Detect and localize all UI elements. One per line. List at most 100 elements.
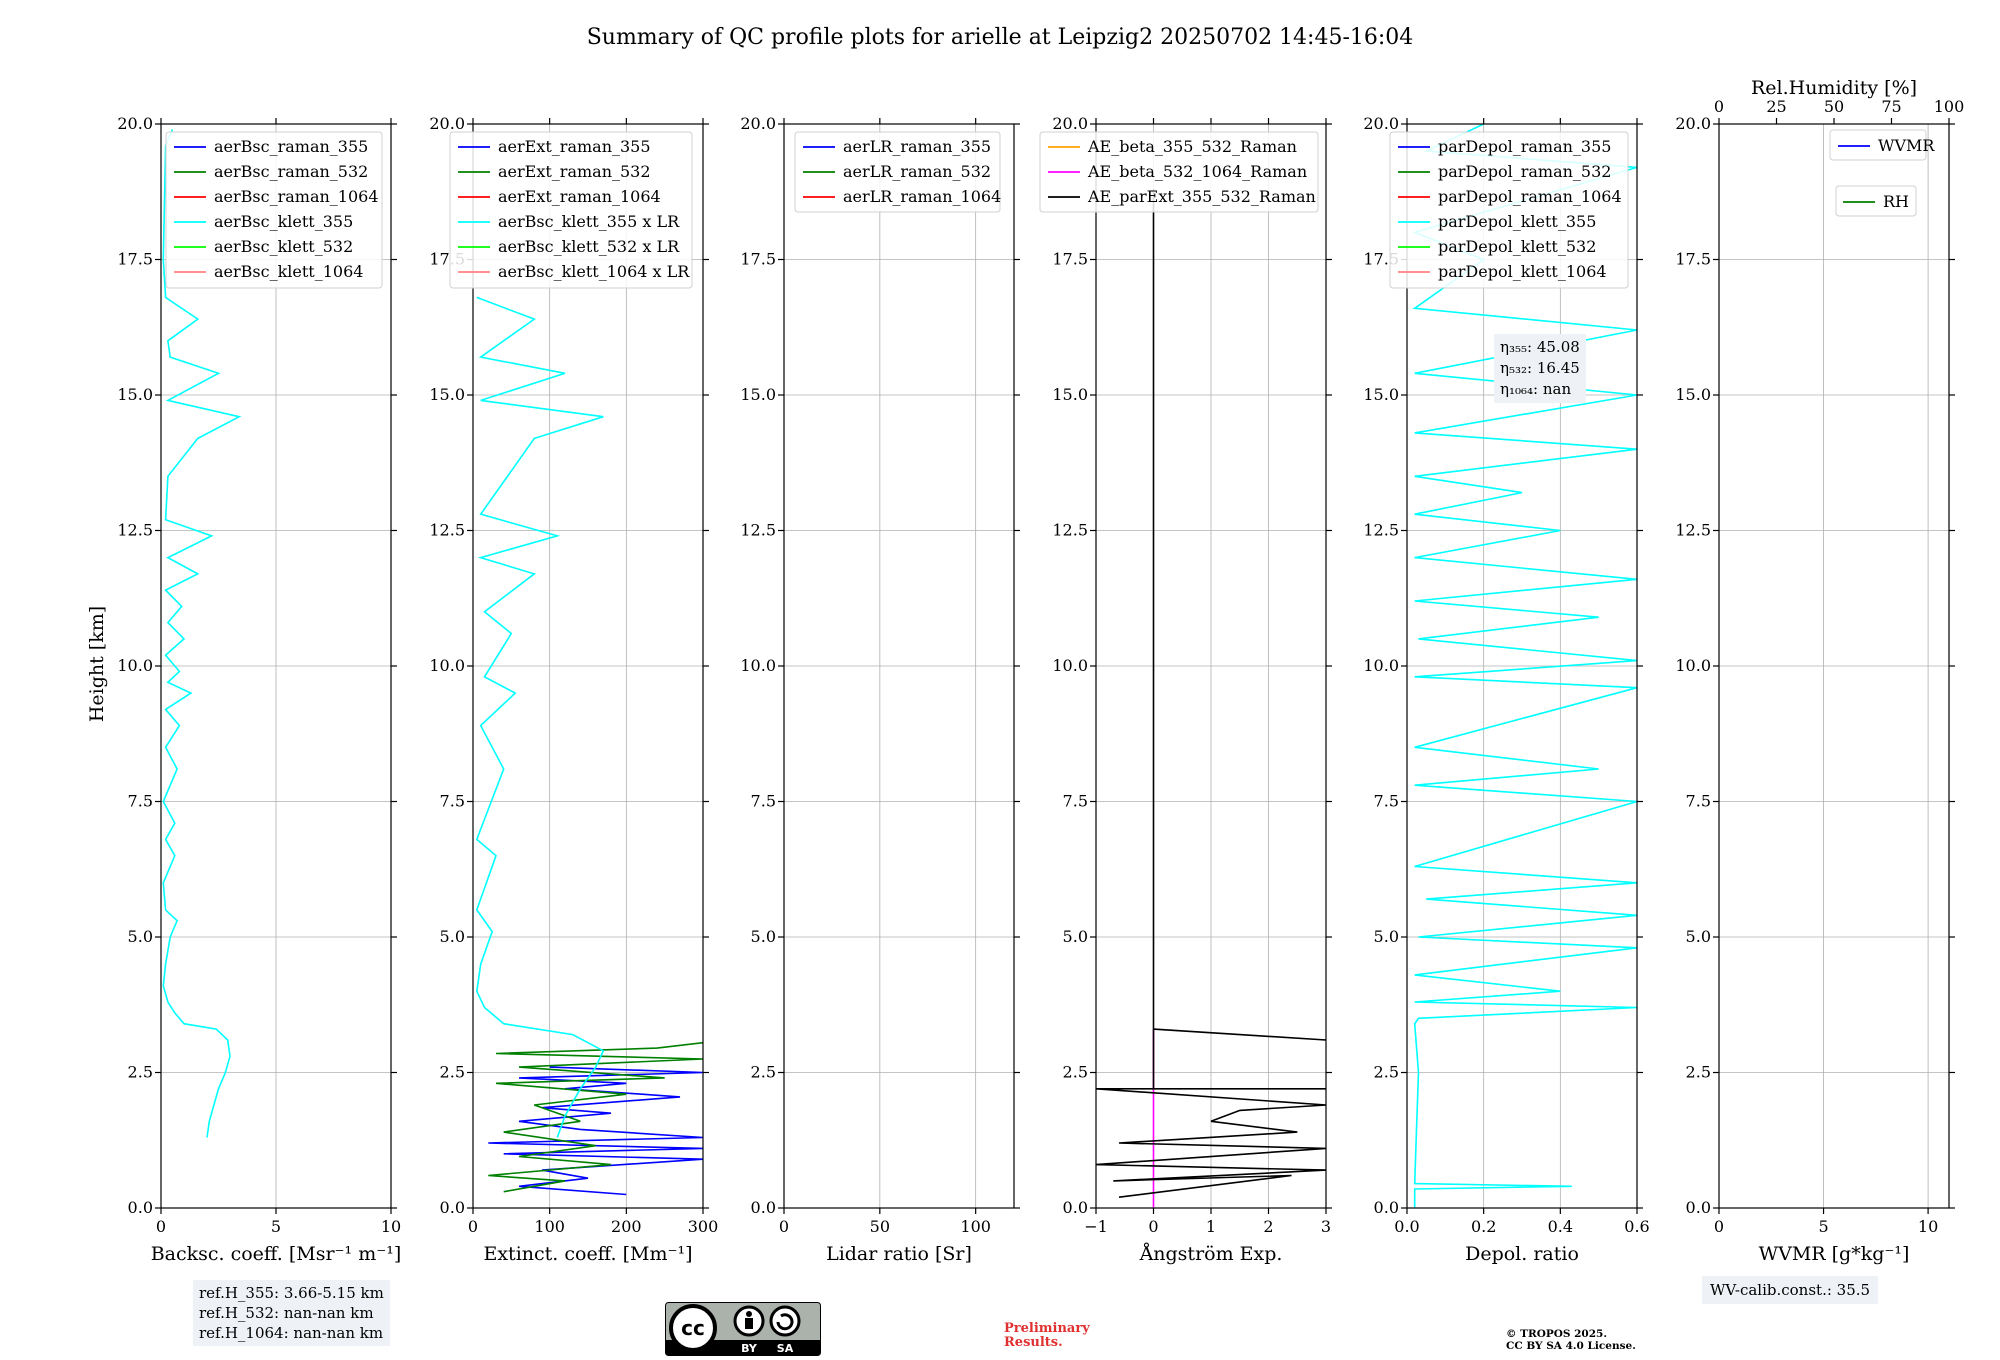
x-tick-label: 10: [381, 1217, 401, 1236]
legend-entry: aerBsc_raman_532: [214, 162, 368, 181]
cc-license-badge: cc BY SA: [665, 1302, 821, 1356]
legend-entry: parDepol_klett_532: [1438, 237, 1596, 256]
y-tick-label: 12.5: [1363, 521, 1399, 540]
ref-height-box: ref.H_355: 3.66-5.15 km ref.H_532: nan-n…: [193, 1280, 390, 1346]
y-tick-label: 5.0: [751, 927, 776, 946]
eta-1064: η₁₀₆₄: nan: [1500, 380, 1572, 398]
x-axis-label: Extinct. coeff. [Mm⁻¹]: [483, 1243, 692, 1265]
y-tick-label: 12.5: [1052, 521, 1088, 540]
y-tick-label: 20.0: [117, 114, 153, 133]
x-tick-label: 0: [1148, 1217, 1158, 1236]
legend-entry: aerBsc_klett_355: [214, 212, 353, 231]
eta-355: η₃₅₅: 45.08: [1500, 338, 1580, 356]
legend: parDepol_raman_355 parDepol_raman_532 parD…: [1389, 131, 1629, 289]
series-aerBsc_klett_355 x LR: [475, 296, 605, 1138]
legend-entry: aerBsc_raman_1064: [214, 187, 379, 206]
y-tick-label: 0.0: [128, 1198, 153, 1217]
preliminary-line-2: Results.: [1004, 1335, 1063, 1350]
y-tick-label: 20.0: [1675, 114, 1711, 133]
y-tick-label: 12.5: [117, 521, 153, 540]
x-tick-label: 50: [870, 1217, 890, 1236]
y-tick-label: 12.5: [740, 521, 776, 540]
legend-entry: parDepol_raman_1064: [1438, 187, 1622, 206]
series-aerExt_raman_532: [488, 1041, 704, 1193]
series-aerBsc_klett_355: [162, 129, 242, 1138]
y-tick-label: 7.5: [1374, 792, 1399, 811]
legend-entry: parDepol_klett_1064: [1438, 262, 1607, 281]
y-tick-label: 15.0: [1052, 385, 1088, 404]
x-tick-label: 300: [688, 1217, 719, 1236]
x-axis-label: WVMR [g*kg⁻¹]: [1759, 1243, 1910, 1265]
figure-title: Summary of QC profile plots for arielle …: [587, 25, 1414, 50]
y-tick-label: 0.0: [751, 1198, 776, 1217]
x-tick-label: 10: [1918, 1217, 1938, 1236]
y-tick-label: 17.5: [117, 250, 153, 269]
legend-entry: AE_beta_355_532_Raman: [1087, 137, 1297, 156]
y-tick-label: 20.0: [1052, 114, 1088, 133]
y-tick-label: 15.0: [117, 385, 153, 404]
y-tick-label: 10.0: [1363, 656, 1399, 675]
y-tick-label: 20.0: [429, 114, 465, 133]
legend-entry: aerBsc_klett_532 x LR: [498, 237, 680, 256]
x-tick-label: 100: [534, 1217, 565, 1236]
legend-entry: parDepol_klett_355: [1438, 212, 1596, 231]
preliminary-note: Preliminary Results.: [1004, 1322, 1090, 1350]
eta-box: η₃₅₅: 45.08 η₅₃₂: 16.45 η₁₀₆₄: nan: [1494, 334, 1586, 403]
y-tick-label: 15.0: [740, 385, 776, 404]
top-x-tick-label: 100: [1934, 97, 1965, 116]
legend-entry: AE_beta_532_1064_Raman: [1087, 162, 1307, 181]
legend-entry: aerBsc_klett_1064: [214, 262, 363, 281]
sa-label: SA: [777, 1342, 794, 1355]
legend-entry: WVMR: [1878, 136, 1935, 155]
legend-entry: aerLR_raman_1064: [843, 187, 1001, 206]
y-tick-label: 17.5: [1675, 250, 1711, 269]
y-tick-label: 7.5: [128, 792, 153, 811]
panels: 0.02.55.07.510.012.515.017.520.00 5 10Back…: [117, 77, 1964, 1265]
series-aerExt_raman_355: [488, 1066, 704, 1196]
y-tick-label: 2.5: [1063, 1063, 1088, 1082]
x-tick-label: 5: [271, 1217, 281, 1236]
y-tick-label: 10.0: [117, 656, 153, 675]
y-tick-label: 12.5: [1675, 521, 1711, 540]
y-tick-label: 17.5: [740, 250, 776, 269]
y-tick-label: 10.0: [1052, 656, 1088, 675]
legend-entry: aerBsc_raman_355: [214, 137, 368, 156]
y-tick-label: 5.0: [440, 927, 465, 946]
legend-entry: aerBsc_klett_355 x LR: [498, 212, 680, 231]
y-tick-label: 10.0: [1675, 656, 1711, 675]
y-tick-label: 2.5: [751, 1063, 776, 1082]
y-tick-label: 5.0: [1374, 927, 1399, 946]
panel-3: 0.0 2.5 5.0 7.5 10.0 12.5 15.0 17.5 20.0 0 50 100 Li…: [740, 114, 1020, 1265]
panel-2: 0.02.55.07.510.012.515.017.520.00 100 200 3…: [429, 114, 718, 1265]
x-tick-label: 0.6: [1624, 1217, 1649, 1236]
legend-entry: RH: [1883, 192, 1909, 211]
x-axis-label: Ångström Exp.: [1139, 1243, 1283, 1265]
x-tick-label: 0: [156, 1217, 166, 1236]
x-tick-label: 200: [611, 1217, 642, 1236]
y-tick-label: 2.5: [440, 1063, 465, 1082]
y-tick-label: 0.0: [1063, 1198, 1088, 1217]
svg-text:cc: cc: [681, 1316, 705, 1340]
top-x-axis-label: Rel.Humidity [%]: [1751, 77, 1917, 99]
ref-height-355: ref.H_355: 3.66-5.15 km: [199, 1284, 384, 1302]
legend: WVMR RH: [1829, 129, 1935, 217]
y-tick-label: 0.0: [1374, 1198, 1399, 1217]
y-tick-label: 2.5: [128, 1063, 153, 1082]
x-tick-label: 0: [1714, 1217, 1724, 1236]
eta-532: η₅₃₂: 16.45: [1500, 359, 1580, 377]
legend: aerExt_raman_355 aerExt_raman_532 aerExt_r…: [449, 131, 693, 289]
top-x-tick-label: 50: [1824, 97, 1844, 116]
top-x-tick-label: 0: [1714, 97, 1724, 116]
x-tick-label: 2: [1263, 1217, 1273, 1236]
y-tick-label: 5.0: [1063, 927, 1088, 946]
top-x-tick-label: 25: [1766, 97, 1786, 116]
x-tick-label: −1: [1084, 1217, 1108, 1236]
x-axis-label: Depol. ratio: [1465, 1243, 1579, 1265]
y-tick-label: 5.0: [128, 927, 153, 946]
y-tick-label: 7.5: [440, 792, 465, 811]
y-tick-label: 15.0: [429, 385, 465, 404]
series-AE_parExt_355_532_Raman: [1095, 189, 1327, 1198]
x-tick-label: 0.0: [1394, 1217, 1419, 1236]
y-tick-label: 5.0: [1686, 927, 1711, 946]
copyright-note: © TROPOS 2025. CC BY SA 4.0 License.: [1506, 1328, 1636, 1352]
